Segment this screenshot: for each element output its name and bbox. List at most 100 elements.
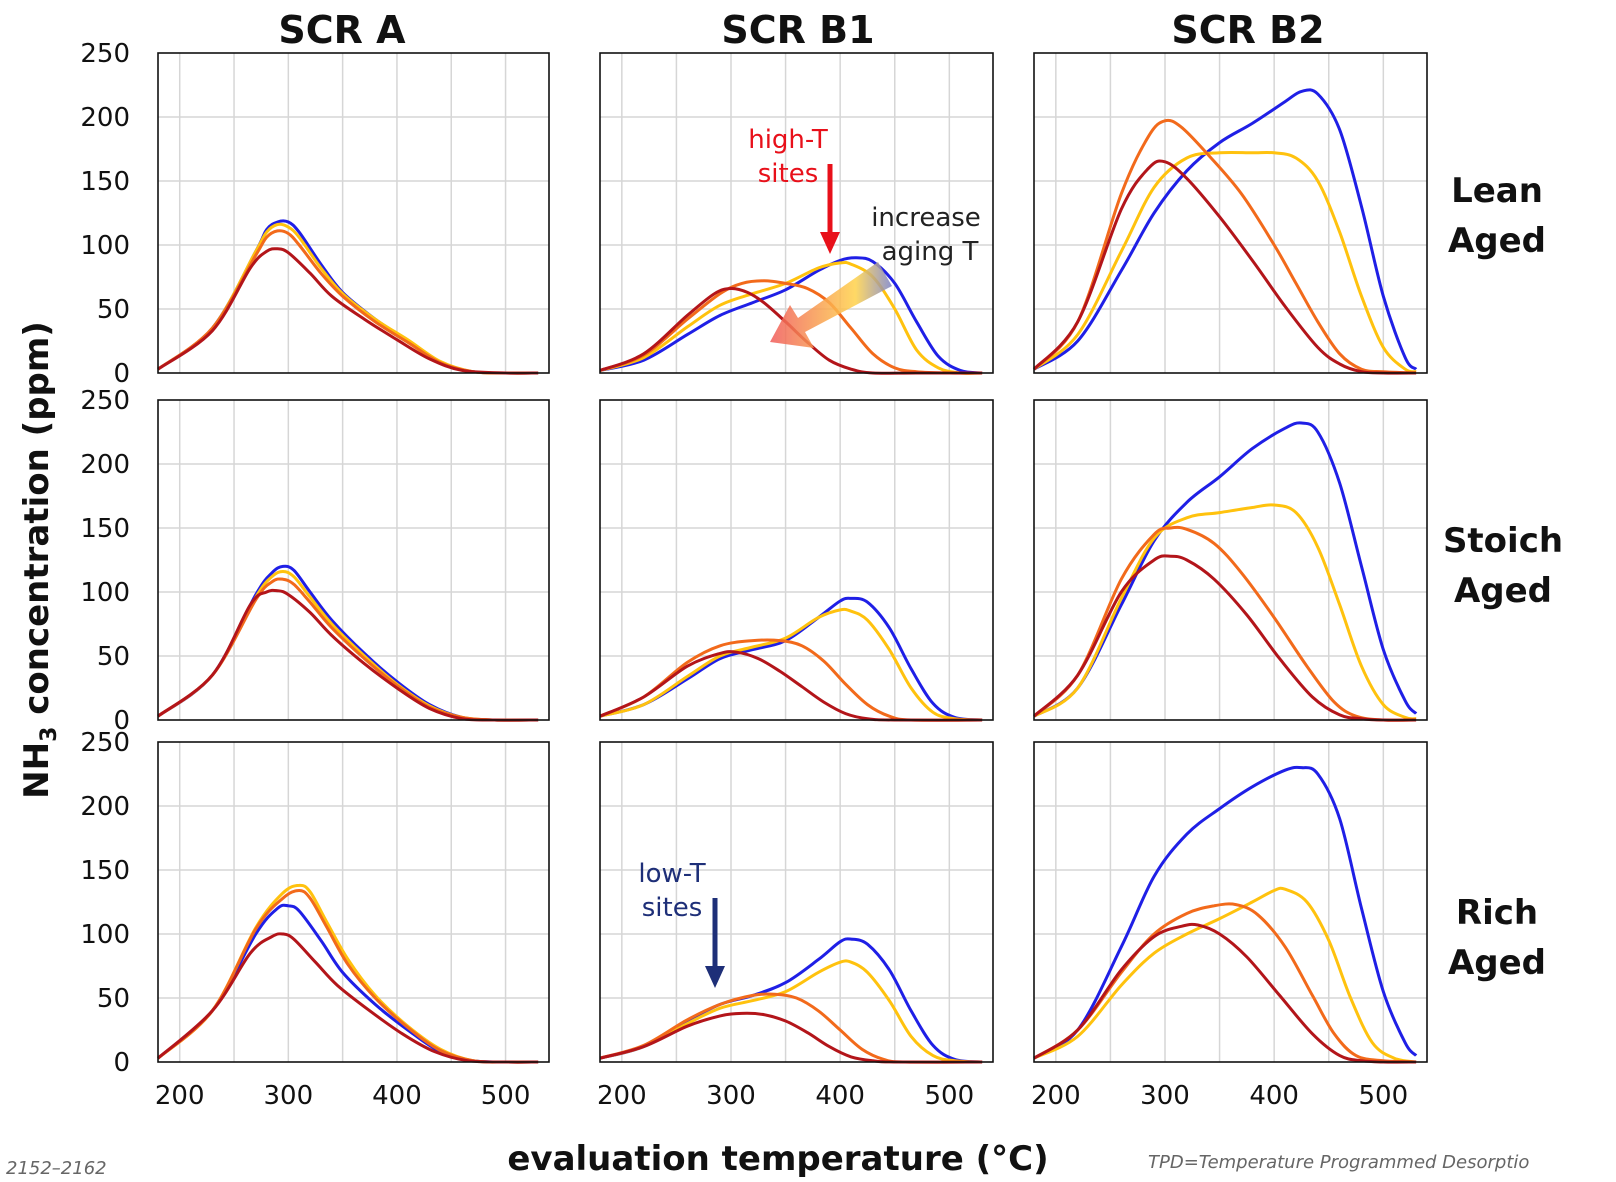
panel-r2-c0	[157, 741, 550, 1064]
panel-frame	[1033, 741, 1428, 1063]
x-tick-label: 400	[815, 1081, 865, 1111]
row-title-rich-line1: Rich	[1456, 893, 1538, 933]
annotation-increase-line1: increase	[871, 203, 981, 233]
plot-area	[158, 742, 549, 1062]
y-tick-label: 150	[80, 856, 130, 886]
high-t-arrow-icon	[820, 164, 840, 254]
plot-area	[158, 400, 549, 720]
series-line-darkred	[157, 932, 539, 1064]
column-title-scr-b1: SCR B1	[721, 8, 874, 52]
x-tick-label: 500	[1359, 1081, 1409, 1111]
panel-frame	[599, 52, 994, 374]
panel-frame	[1033, 399, 1428, 721]
panel-frame	[157, 52, 550, 374]
panel-r1-c2	[1032, 399, 1428, 722]
y-tick-label: 200	[80, 103, 130, 133]
plot-area	[1034, 742, 1427, 1062]
y-axis-title-rest: concentration (ppm)	[17, 321, 57, 726]
y-tick-label: 0	[113, 706, 130, 736]
y-tick-label: 250	[80, 39, 130, 69]
series-line-yellow	[1033, 886, 1417, 1064]
y-tick-label: 250	[80, 728, 130, 758]
series-line-orange	[599, 279, 983, 375]
x-tick-label: 300	[1140, 1081, 1190, 1111]
x-tick-label: 200	[597, 1081, 647, 1111]
row-title-rich-line2: Aged	[1448, 943, 1546, 983]
low-t-arrow-icon	[705, 898, 725, 988]
panel-frame	[1033, 52, 1428, 374]
row-title-lean-line1: Lean	[1451, 171, 1543, 211]
row-title-stoich-line2: Aged	[1454, 571, 1552, 611]
y-axis-title: NH3 concentration (ppm)	[17, 321, 62, 799]
series-line-blue	[1033, 421, 1418, 718]
y-tick-label: 100	[80, 231, 130, 261]
y-tick-label: 100	[80, 578, 130, 608]
y-tick-label: 0	[113, 359, 130, 389]
y-tick-label: 150	[80, 167, 130, 197]
increase-aging-arrow-icon	[770, 262, 892, 348]
panel-r2-c2	[1033, 741, 1428, 1064]
x-tick-label: 200	[155, 1081, 205, 1111]
y-tick-label: 250	[80, 386, 130, 416]
annotation-low-t-line1: low-T	[638, 859, 705, 889]
series-line-orange	[1032, 118, 1417, 375]
footnote-left: 2152–2162	[6, 1158, 107, 1179]
row-title-lean-line2: Aged	[1448, 221, 1546, 261]
series-line-darkred	[599, 1011, 983, 1064]
series-line-blue	[1033, 88, 1418, 371]
x-tick-label: 400	[1249, 1081, 1299, 1111]
panel-r1-c1	[599, 399, 994, 722]
series-line-orange	[599, 638, 983, 722]
y-tick-label: 150	[80, 514, 130, 544]
series-line-darkred	[1032, 159, 1417, 375]
plot-area	[600, 742, 993, 1062]
annotation-increase-line2: aging T	[882, 237, 979, 267]
column-title-scr-a: SCR A	[278, 8, 406, 52]
series-line-yellow	[1033, 150, 1417, 374]
y-tick-label: 50	[97, 984, 130, 1014]
series-line-darkred	[1033, 922, 1417, 1064]
series-line-darkred	[157, 588, 539, 722]
series-line-yellow	[599, 260, 983, 375]
panel-r2-c1	[599, 741, 994, 1064]
series-line-darkred	[599, 650, 983, 722]
y-axis-title-subscript: 3	[37, 727, 62, 742]
panel-r0-c2	[1032, 52, 1428, 375]
y-tick-label: 100	[80, 920, 130, 950]
series-line-darkred	[157, 247, 539, 375]
panel-frame	[157, 399, 550, 721]
annotation-high-t-line1: high-T	[748, 125, 828, 155]
panel-frame	[157, 741, 550, 1063]
panel-grid: 0501001502002500501001502002500501001502…	[80, 39, 1428, 1111]
annotation-low-t-line2: sites	[642, 893, 703, 923]
panel-r0-c0	[157, 52, 550, 375]
y-tick-label: 50	[97, 295, 130, 325]
panel-frame	[599, 399, 994, 721]
x-tick-label: 300	[706, 1081, 756, 1111]
x-tick-label: 500	[481, 1081, 531, 1111]
x-tick-label: 400	[372, 1081, 422, 1111]
x-tick-label: 200	[1031, 1081, 1081, 1111]
panel-frame	[599, 741, 994, 1063]
plot-area	[600, 400, 993, 720]
x-tick-label: 500	[925, 1081, 975, 1111]
footnote-right: TPD=Temperature Programmed Desorptio	[1148, 1152, 1529, 1173]
plot-area	[158, 53, 549, 373]
series-line-blue	[599, 256, 983, 375]
series-line-yellow	[599, 607, 983, 722]
y-tick-label: 200	[80, 792, 130, 822]
series-line-orange	[1033, 902, 1417, 1064]
annotation-high-t-line2: sites	[758, 159, 819, 189]
series-line-darkred	[1032, 554, 1417, 722]
row-title-stoich-line1: Stoich	[1443, 521, 1563, 561]
x-tick-label: 300	[264, 1081, 314, 1111]
series-line-blue	[599, 596, 983, 722]
panel-r1-c0	[157, 399, 550, 722]
y-tick-label: 200	[80, 450, 130, 480]
series-line-yellow	[599, 959, 983, 1064]
series-line-blue	[1033, 765, 1418, 1060]
series-line-yellow	[1033, 503, 1417, 721]
series-line-orange	[1032, 525, 1417, 722]
column-title-scr-b2: SCR B2	[1171, 8, 1324, 52]
